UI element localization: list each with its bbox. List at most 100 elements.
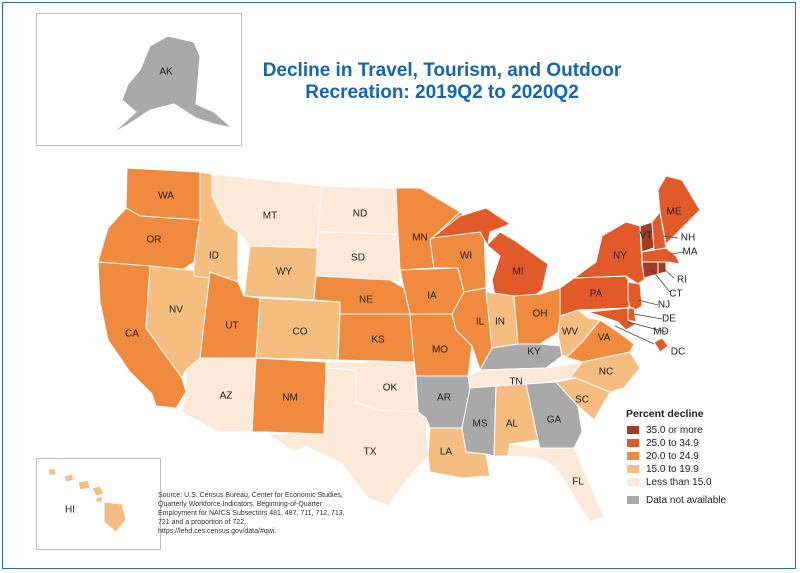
legend-title: Percent decline [626, 408, 704, 420]
state-label-in: IN [495, 317, 505, 328]
state-label-nd: ND [353, 209, 367, 220]
state-label-wa: WA [158, 191, 174, 202]
state-label-mt: MT [263, 211, 277, 222]
state-ct [641, 261, 659, 279]
state-me [657, 175, 701, 245]
state-label-mn: MN [412, 233, 428, 244]
legend-item-c35: 35.0 or more [626, 424, 786, 436]
state-label-md: MD [653, 327, 669, 338]
state-label-hi: HI [65, 505, 75, 516]
legend-label-c35: 35.0 or more [646, 424, 703, 436]
state-hi [47, 467, 127, 533]
state-label-ia: IA [427, 291, 437, 302]
state-label-nc: NC [599, 367, 613, 378]
state-ny [573, 221, 647, 285]
legend-label-c25: 25.0 to 34.9 [646, 437, 699, 449]
state-labels: WA OR CA ID NV MT WY UT AZ CO NM ND SD NE KS OK TX MN IA MO… [65, 67, 698, 516]
state-label-ks: KS [371, 335, 385, 346]
legend-label-na: Data not available [646, 494, 727, 506]
state-md [587, 307, 637, 331]
legend-swatch-c25 [626, 438, 640, 448]
legend-items: 35.0 or more 25.0 to 34.9 20.0 to 24.9 15.0… [626, 424, 786, 488]
state-label-la: LA [440, 447, 453, 458]
legend-item-na: Data not available [626, 494, 786, 506]
state-label-ky: KY [527, 347, 541, 358]
state-label-co: CO [293, 327, 308, 338]
state-label-ok: OK [383, 383, 398, 394]
state-label-nv: NV [169, 305, 183, 316]
state-label-tn: TN [509, 377, 522, 388]
legend-item-c20: 20.0 to 24.9 [626, 450, 786, 462]
legend-swatch-na [626, 495, 640, 505]
state-label-fl: FL [572, 477, 584, 488]
state-label-or: OR [147, 235, 162, 246]
legend-item-c25: 25.0 to 34.9 [626, 437, 786, 449]
map-title-line-1: Decline in Travel, Tourism, and Outdoor [262, 60, 622, 81]
hawaii-inset-box [36, 458, 161, 550]
state-de [627, 307, 637, 323]
state-label-ct: CT [669, 289, 682, 300]
state-label-ms: MS [473, 419, 488, 430]
legend-item-c15: 15.0 to 19.9 [626, 463, 786, 475]
leader-lines [614, 235, 685, 345]
state-label-ar: AR [437, 393, 451, 404]
state-label-ny: NY [613, 251, 627, 262]
state-dc [653, 337, 669, 353]
state-label-az: AZ [220, 391, 233, 402]
legend-item-c0: Less than 15.0 [626, 476, 786, 488]
state-ri [657, 261, 667, 275]
map-title: Decline in Travel, Tourism, and Outdoor … [262, 60, 622, 104]
state-label-ri: RI [677, 275, 687, 286]
state-label-ca: CA [125, 329, 139, 340]
legend-swatch-c35 [626, 425, 640, 435]
legend-swatch-c15 [626, 464, 640, 474]
state-tx [267, 367, 429, 507]
state-label-wi: WI [460, 251, 472, 262]
state-label-vt: VT [640, 231, 653, 242]
state-label-sd: SD [351, 253, 365, 264]
legend-label-c15: 15.0 to 19.9 [646, 463, 699, 475]
state-label-oh: OH [533, 309, 548, 320]
state-label-id: ID [209, 251, 219, 262]
state-label-mo: MO [432, 345, 448, 356]
state-wv [557, 309, 601, 357]
state-label-wv: WV [562, 327, 578, 338]
state-label-il: IL [476, 317, 485, 328]
state-nm [251, 357, 327, 435]
state-label-ne: NE [359, 295, 373, 306]
state-fl [509, 443, 605, 523]
state-ky [479, 343, 563, 371]
state-or [97, 207, 201, 271]
legend-label-c20: 20.0 to 24.9 [646, 450, 699, 462]
source-note: Source: U.S. Census Bureau, Center for E… [158, 492, 345, 535]
state-label-sc: SC [575, 395, 589, 406]
state-label-nj: NJ [658, 300, 670, 311]
state-sc [555, 377, 611, 421]
legend-label-c0: Less than 15.0 [646, 476, 712, 488]
state-sd [315, 231, 401, 283]
state-label-nm: NM [282, 393, 298, 404]
state-label-de: DE [662, 314, 676, 325]
state-label-ut: UT [225, 321, 238, 332]
state-label-dc: DC [671, 347, 685, 358]
state-mi [431, 207, 549, 303]
state-label-mi: MI [512, 267, 523, 278]
state-label-ak: AK [159, 67, 173, 78]
state-label-nh: NH [681, 233, 695, 244]
state-label-pa: PA [590, 289, 603, 300]
legend-swatch-c0 [626, 477, 640, 487]
state-label-ma: MA [683, 247, 698, 258]
state-label-al: AL [506, 419, 519, 430]
legend-swatch-c20 [626, 451, 640, 461]
state-label-ga: GA [547, 415, 562, 426]
legend: Percent decline 35.0 or more 25.0 to 34.9… [626, 408, 786, 507]
state-label-tx: TX [364, 447, 377, 458]
state-label-me: ME [667, 207, 682, 218]
state-nj [627, 281, 643, 313]
state-ak [111, 35, 233, 135]
state-label-va: VA [598, 333, 611, 344]
alaska-inset-box [36, 13, 242, 146]
state-label-wy: WY [276, 267, 292, 278]
